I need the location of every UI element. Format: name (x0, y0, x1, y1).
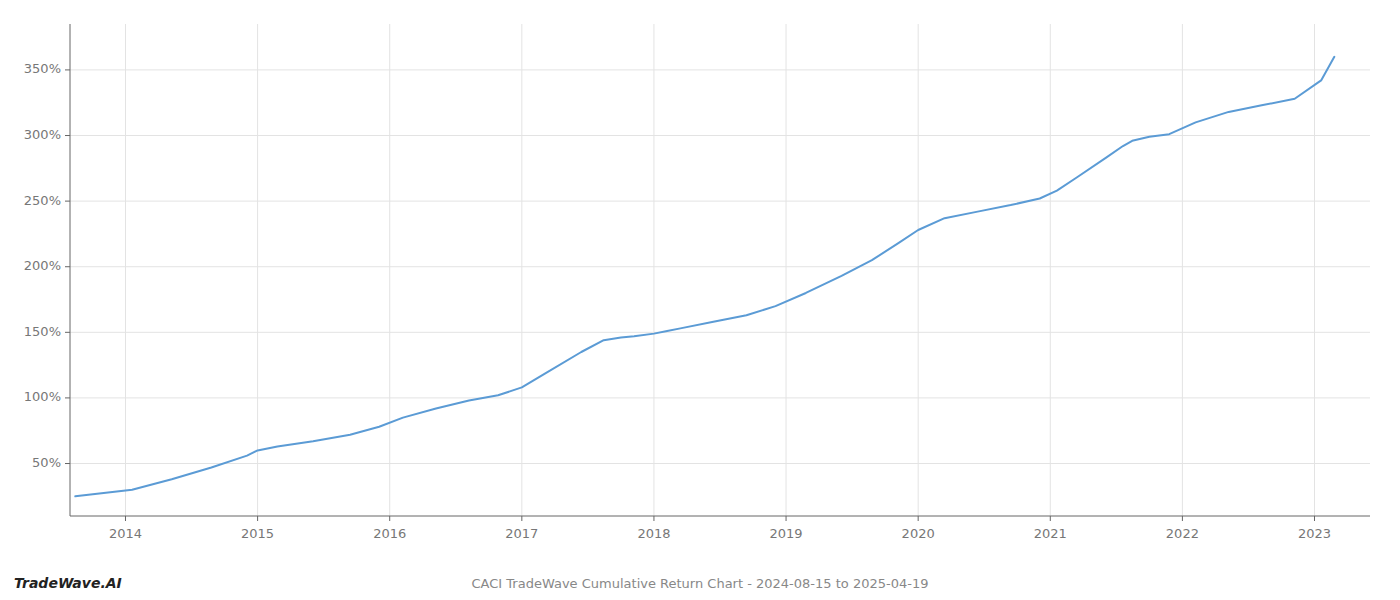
y-grid-line (70, 201, 1370, 202)
y-tick (65, 397, 70, 398)
y-tick-label: 100% (24, 389, 61, 404)
x-tick-label: 2019 (770, 526, 803, 541)
x-tick (653, 516, 654, 521)
grid (70, 24, 1370, 516)
x-grid-line (257, 24, 258, 516)
y-tick (65, 266, 70, 267)
y-tick (65, 201, 70, 202)
background (0, 0, 1400, 600)
x-grid-line (125, 24, 126, 516)
y-grid-line (70, 135, 1370, 136)
x-tick-label: 2014 (109, 526, 142, 541)
y-tick-label: 200% (24, 258, 61, 273)
x-tick-label: 2020 (902, 526, 935, 541)
x-tick (918, 516, 919, 521)
y-grid-line (70, 332, 1370, 333)
x-axis-line (70, 516, 1370, 517)
x-tick-label: 2023 (1298, 526, 1331, 541)
y-tick-label: 250% (24, 193, 61, 208)
y-tick (65, 463, 70, 464)
x-tick (1050, 516, 1051, 521)
chart-container: 50% 100% 150% 200% 250% 300% 350% 2014 2015 2016 2… (0, 0, 1400, 600)
x-grid-line (653, 24, 654, 516)
x-tick (786, 516, 787, 521)
x-tick (1314, 516, 1315, 521)
x-tick-label: 2021 (1034, 526, 1067, 541)
y-grid-line (70, 69, 1370, 70)
x-tick-label: 2022 (1166, 526, 1199, 541)
x-grid-line (786, 24, 787, 516)
y-tick-label: 50% (32, 455, 61, 470)
x-grid-line (389, 24, 390, 516)
y-grid-line (70, 266, 1370, 267)
x-grid-line (521, 24, 522, 516)
y-tick-label: 150% (24, 324, 61, 339)
y-tick (65, 69, 70, 70)
x-tick-label: 2017 (505, 526, 538, 541)
y-tick (65, 135, 70, 136)
x-tick (1182, 516, 1183, 521)
x-grid-line (1050, 24, 1051, 516)
x-tick (125, 516, 126, 521)
x-tick-label: 2016 (373, 526, 406, 541)
x-grid-line (1182, 24, 1183, 516)
y-tick-label: 350% (24, 61, 61, 76)
y-tick (65, 332, 70, 333)
x-grid-line (918, 24, 919, 516)
x-tick (257, 516, 258, 521)
watermark: TradeWave.AI (14, 575, 122, 591)
y-grid-line (70, 397, 1370, 398)
plot-data (75, 57, 1334, 497)
chart-title: CACI TradeWave Cumulative Return Chart -… (472, 576, 929, 591)
x-tick (389, 516, 390, 521)
x-tick-label: 2018 (637, 526, 670, 541)
axes: 50% 100% 150% 200% 250% 300% 350% 2014 2015 2016 2… (24, 24, 1370, 541)
y-grid-line (70, 463, 1370, 464)
data-line (75, 57, 1334, 497)
chart-svg: 50% 100% 150% 200% 250% 300% 350% 2014 2015 2016 2… (0, 0, 1400, 600)
y-tick-label: 300% (24, 127, 61, 142)
x-grid-line (1314, 24, 1315, 516)
x-tick-label: 2015 (241, 526, 274, 541)
y-axis-line (70, 24, 71, 516)
x-tick (521, 516, 522, 521)
